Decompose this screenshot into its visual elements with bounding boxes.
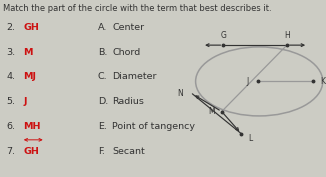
Text: 2.: 2. (7, 23, 16, 32)
Text: M: M (23, 48, 33, 57)
Text: F.: F. (98, 147, 105, 156)
Text: J: J (23, 97, 27, 106)
Text: L: L (248, 134, 253, 142)
Text: E.: E. (98, 122, 107, 131)
Text: Point of tangency: Point of tangency (112, 122, 196, 131)
Text: Radius: Radius (112, 97, 144, 106)
Text: MJ: MJ (23, 73, 37, 81)
Text: MH: MH (23, 122, 41, 131)
Text: 4.: 4. (7, 73, 16, 81)
Text: D.: D. (98, 97, 108, 106)
Text: M: M (209, 107, 215, 116)
Text: Diameter: Diameter (112, 73, 157, 81)
Text: K: K (320, 77, 325, 86)
Text: Match the part of the circle with the term that best describes it.: Match the part of the circle with the te… (3, 4, 272, 13)
Text: Secant: Secant (112, 147, 145, 156)
Text: 5.: 5. (7, 97, 16, 106)
Text: J: J (247, 77, 249, 86)
Text: Center: Center (112, 23, 145, 32)
Text: H: H (284, 32, 290, 40)
Text: N: N (177, 89, 183, 98)
Text: 3.: 3. (7, 48, 16, 57)
Text: Chord: Chord (112, 48, 141, 57)
Text: 6.: 6. (7, 122, 16, 131)
Text: A.: A. (98, 23, 107, 32)
Text: GH: GH (23, 147, 39, 156)
Text: 7.: 7. (7, 147, 16, 156)
Text: C.: C. (98, 73, 108, 81)
Text: B.: B. (98, 48, 107, 57)
Text: G: G (220, 32, 226, 40)
Text: GH: GH (23, 23, 39, 32)
